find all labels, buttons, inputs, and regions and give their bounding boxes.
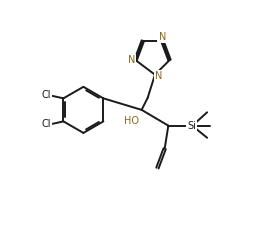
Text: Si: Si [187, 121, 196, 131]
Text: Cl: Cl [42, 119, 51, 129]
Text: HO: HO [124, 116, 139, 126]
Text: N: N [159, 32, 166, 42]
Text: N: N [155, 71, 163, 81]
Text: N: N [127, 55, 135, 65]
Text: Cl: Cl [42, 91, 51, 101]
